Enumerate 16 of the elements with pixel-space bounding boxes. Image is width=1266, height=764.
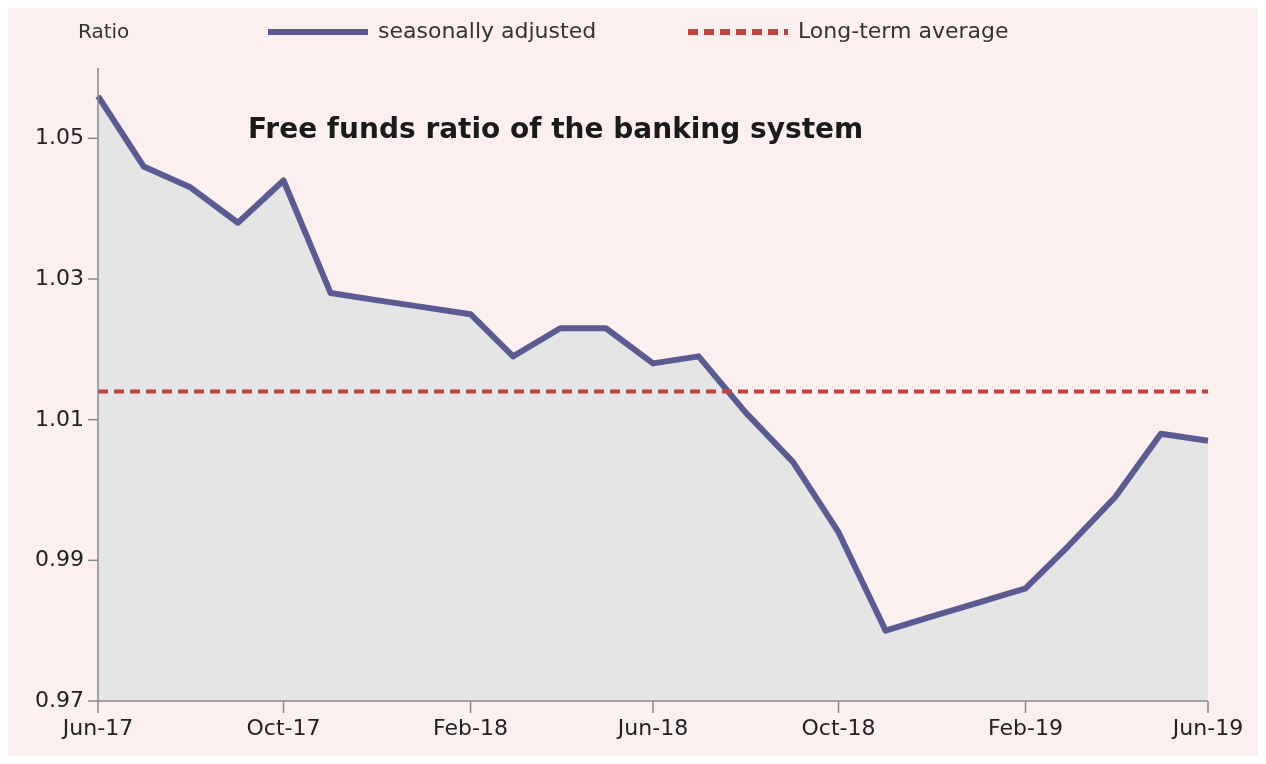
y-tick-label: 0.97 [35,687,84,712]
x-tick-label: Oct-17 [246,715,321,740]
legend-label: seasonally adjusted [378,18,597,43]
x-tick-label: Feb-18 [433,715,508,740]
y-tick-label: 1.05 [35,124,84,150]
legend-label: Long-term average [798,18,1009,43]
x-tick-label: Jun-17 [60,715,134,740]
y-tick-label: 1.01 [35,405,84,431]
x-tick-label: Feb-19 [988,715,1063,740]
x-tick-label: Jun-19 [1170,715,1244,740]
y-tick-label: 1.03 [35,265,84,290]
x-tick-label: Jun-18 [615,715,689,740]
x-tick-label: Oct-18 [801,715,876,740]
y-tick-label: 0.99 [35,546,84,572]
text: Free funds ratio of the banking system [248,112,864,145]
y-axis-title: Ratio [78,18,130,43]
